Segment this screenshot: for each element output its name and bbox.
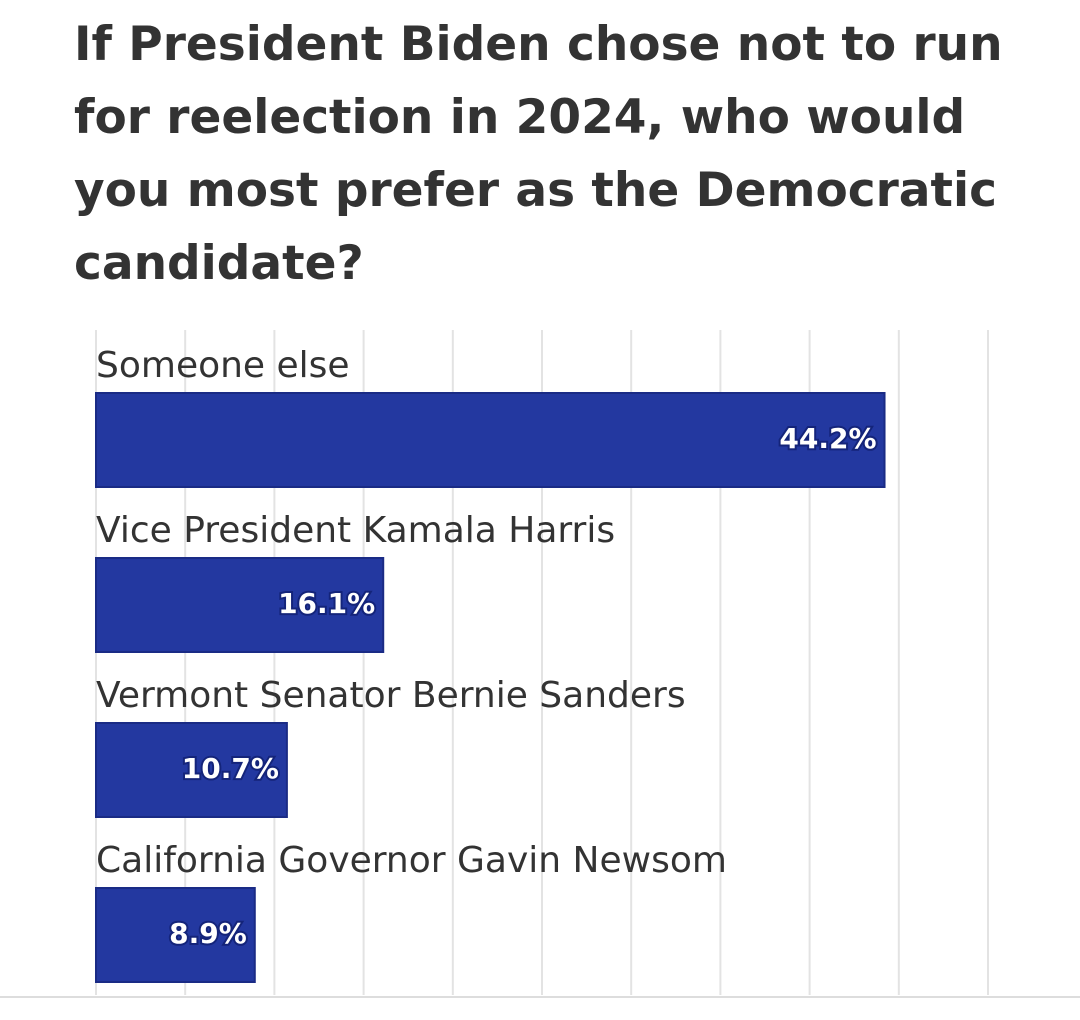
bar [95, 722, 288, 818]
chart-title: If President Biden chose not to run for … [74, 17, 1003, 291]
category-label: Vermont Senator Bernie Sanders [96, 675, 686, 716]
value-label: 10.7% [182, 752, 279, 785]
bar [95, 392, 886, 488]
category-label: Vice President Kamala Harris [96, 510, 615, 551]
bar [95, 887, 256, 983]
value-label: 8.9% [169, 917, 247, 950]
category-label: California Governor Gavin Newsom [96, 840, 727, 881]
bar [95, 557, 385, 653]
value-label: 16.1% [278, 587, 375, 620]
value-label: 44.2% [779, 422, 876, 455]
category-label: Someone else [96, 345, 350, 386]
